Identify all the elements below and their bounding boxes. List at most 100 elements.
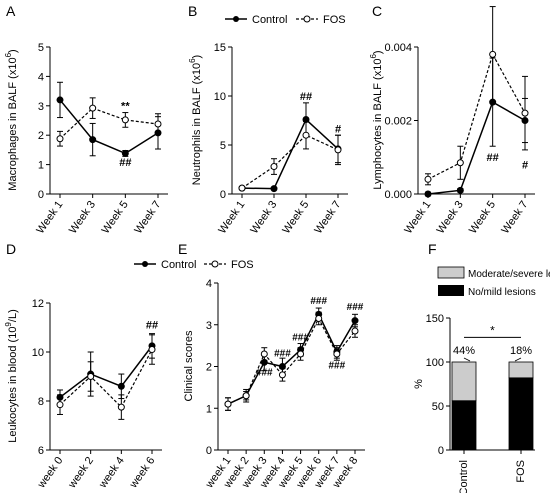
legend-f: Moderate/severe lesions No/mild lesions bbox=[437, 266, 550, 298]
data-point-fos bbox=[117, 403, 125, 411]
data-point-fos bbox=[333, 350, 341, 358]
y-tick-label: 15 bbox=[214, 42, 226, 54]
x-tick-label: Week 3 bbox=[248, 199, 279, 236]
y-axis-label-main: Clinical scores bbox=[183, 330, 195, 401]
x-tick-label: Week 7 bbox=[312, 199, 343, 236]
x-tick-label: Control bbox=[458, 460, 470, 493]
x-tick-label: Week 3 bbox=[435, 199, 466, 236]
significance-mark: ** bbox=[121, 100, 130, 112]
x-tick-label: Week 7 bbox=[132, 199, 163, 236]
legend-top: Control FOS bbox=[225, 14, 346, 26]
data-point-fos bbox=[56, 135, 64, 143]
panel-letter-b: B bbox=[188, 3, 197, 19]
x-tick-label: week 4 bbox=[96, 455, 126, 491]
y-tick-label: 6 bbox=[38, 445, 44, 457]
data-point-fos bbox=[424, 175, 432, 183]
series-line-control bbox=[59, 345, 153, 398]
series-line-control bbox=[59, 99, 159, 155]
legend-top-control: Control bbox=[252, 14, 287, 26]
bar-segment-no-mild bbox=[451, 400, 477, 451]
y-axis-label: Neutrophils in BALF (x106) bbox=[188, 55, 203, 185]
y-tick-label: 5 bbox=[220, 140, 226, 152]
y-axis-label: Leukocytes in blood (109/L) bbox=[4, 309, 19, 442]
panel-letter-c: C bbox=[372, 3, 382, 19]
significance-mark: ## bbox=[300, 91, 312, 103]
y-tick-label: 10 bbox=[214, 91, 226, 103]
data-point-fos bbox=[456, 159, 464, 167]
x-tick-label: Week 7 bbox=[499, 199, 530, 236]
y-axis-label-tail: /L) bbox=[7, 309, 19, 322]
data-point-fos bbox=[334, 146, 342, 154]
bar-segment-moderate-severe bbox=[451, 361, 477, 402]
bar-percent-label: 18% bbox=[510, 345, 532, 357]
y-tick-label: 8 bbox=[38, 396, 44, 408]
significance-mark: # bbox=[522, 159, 528, 171]
y-axis-label: Macrophages in BALF (x106) bbox=[4, 49, 19, 190]
data-point-fos bbox=[242, 392, 250, 400]
data-point-fos bbox=[154, 120, 162, 128]
y-tick-label: 0 bbox=[438, 445, 444, 457]
x-tick-label: week 2 bbox=[66, 455, 96, 491]
x-tick-label: FOS bbox=[515, 460, 527, 483]
data-point-control bbox=[56, 96, 64, 104]
data-point-fos bbox=[148, 346, 156, 354]
data-point-fos bbox=[351, 327, 359, 335]
y-axis-label: % bbox=[413, 379, 425, 389]
data-point-fos bbox=[297, 350, 305, 358]
x-tick-label: Week 5 bbox=[467, 199, 498, 236]
data-point-control bbox=[89, 136, 97, 144]
y-tick-label: 1 bbox=[38, 160, 44, 172]
y-tick-label: 3 bbox=[38, 101, 44, 113]
significance-mark: ### bbox=[347, 302, 364, 313]
y-axis-label-sup: 6 bbox=[369, 54, 378, 59]
significance-mark: ### bbox=[329, 361, 346, 372]
panel-letter-f: F bbox=[428, 241, 437, 257]
data-point-fos bbox=[489, 50, 497, 58]
data-point-control bbox=[351, 317, 359, 325]
data-point-fos bbox=[270, 163, 278, 171]
x-tick-label: Week 5 bbox=[100, 199, 131, 236]
data-point-fos bbox=[260, 350, 268, 358]
y-axis-label-main: Neutrophils in BALF (x10 bbox=[191, 63, 203, 185]
data-point-control bbox=[117, 382, 125, 390]
significance-mark: ## bbox=[146, 320, 158, 332]
legend-mid: Control FOS bbox=[134, 259, 254, 271]
panel-f: 0 50 100 150% Control FOS 44% 18% * bbox=[413, 313, 535, 493]
y-axis-label-main: % bbox=[413, 379, 425, 389]
y-axis-label-tail: ) bbox=[372, 50, 384, 54]
y-axis-label-tail: ) bbox=[191, 55, 203, 59]
y-tick-label: 10 bbox=[32, 347, 44, 359]
significance-mark: ## bbox=[119, 157, 131, 169]
panel-letter-e: E bbox=[178, 241, 187, 257]
y-axis-label-sup: 6 bbox=[4, 52, 13, 57]
label-pointer bbox=[514, 357, 522, 362]
x-tick-label: week 6 bbox=[127, 455, 157, 491]
y-tick-label: 0 bbox=[206, 445, 212, 457]
panel-letter-d: D bbox=[6, 241, 16, 257]
data-point-control bbox=[424, 190, 432, 198]
bar-segment-moderate-severe bbox=[508, 361, 534, 379]
x-tick-label: Week 5 bbox=[280, 199, 311, 236]
y-tick-label: 0.004 bbox=[384, 42, 412, 54]
y-tick-label: 5 bbox=[38, 42, 44, 54]
significance-mark: ### bbox=[256, 368, 273, 379]
y-axis-label-tail: ) bbox=[7, 49, 19, 53]
series-line-fos bbox=[241, 134, 339, 189]
y-axis-label-sup: 9 bbox=[4, 322, 13, 327]
data-point-fos bbox=[315, 314, 323, 322]
y-tick-label: 100 bbox=[426, 357, 444, 369]
series-line-fos bbox=[59, 107, 159, 140]
data-point-fos bbox=[89, 104, 97, 112]
y-axis-label-sup: 6 bbox=[188, 58, 197, 63]
data-point-control bbox=[270, 185, 278, 193]
y-tick-label: 4 bbox=[206, 278, 212, 290]
data-point-fos bbox=[302, 131, 310, 139]
y-axis-label-main: Lymphocytes in BALF (x10 bbox=[372, 59, 384, 190]
label-pointer bbox=[463, 357, 471, 362]
legend-mid-control: Control bbox=[161, 259, 196, 271]
